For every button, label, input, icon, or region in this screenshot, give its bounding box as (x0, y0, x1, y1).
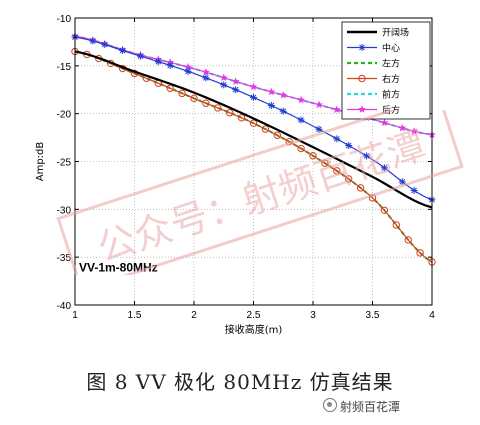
legend-label: 后方 (382, 104, 400, 116)
y-tick-label: -35 (57, 253, 72, 264)
data-point (154, 58, 162, 66)
watermark-text: 射频百花潭 (340, 400, 401, 414)
x-tick-label: 4 (429, 310, 435, 321)
data-point (178, 89, 186, 98)
chart: 1 1.5 2 2.5 3 3.5 4 -10 -15 -20 -25 -30 -35 -40 开阔场中心… (35, 14, 437, 336)
data-point (332, 105, 341, 114)
x-tick-label: 1.5 (128, 310, 142, 321)
data-point (184, 67, 192, 75)
data-point (249, 82, 258, 91)
x-tick-label: 3 (310, 310, 316, 321)
legend-label: 中心 (382, 42, 400, 54)
data-point (101, 41, 109, 49)
data-point (279, 90, 288, 99)
legend-label: 前方 (382, 89, 400, 101)
x-tick-label: 2.5 (247, 310, 261, 321)
data-point (380, 118, 389, 127)
data-point (166, 61, 174, 69)
x-axis-label: 接收高度(m) (225, 323, 283, 336)
data-point (279, 107, 287, 115)
data-point (398, 178, 406, 186)
annotation-label: VV-1m-80MHz (79, 261, 158, 275)
x-tick-label: 1 (72, 310, 78, 321)
watermark-logo-icon (323, 398, 337, 412)
legend-marker (358, 74, 366, 83)
data-point (267, 102, 275, 110)
data-point (345, 141, 353, 149)
data-point (296, 95, 306, 104)
data-point (314, 100, 324, 109)
data-point (119, 47, 127, 55)
data-point (231, 77, 240, 85)
figure-caption: 图 8 VV 极化 80MHz 仿真结果 (86, 370, 394, 394)
data-point (219, 73, 228, 82)
data-point (201, 67, 211, 76)
data-point (202, 74, 210, 82)
data-point (166, 84, 174, 92)
data-point (410, 126, 419, 135)
data-point (202, 99, 210, 107)
legend-label: 开阔场 (382, 27, 409, 39)
y-axis-label: Amp:dB (35, 142, 46, 182)
data-point (232, 86, 240, 94)
legend-marker (358, 44, 366, 51)
legend-label: 左方 (382, 58, 400, 70)
data-point (297, 116, 305, 124)
data-point (333, 135, 341, 143)
data-point (220, 81, 228, 89)
y-tick-label: -25 (57, 158, 72, 169)
data-point (250, 93, 257, 101)
data-point (398, 123, 407, 132)
data-point (267, 87, 276, 96)
x-tick-label: 3.5 (366, 310, 380, 321)
y-tick-label: -10 (57, 14, 72, 25)
data-point (89, 37, 97, 45)
data-point (363, 152, 371, 160)
data-point (190, 94, 198, 103)
y-tick-label: -40 (57, 301, 72, 312)
data-point (136, 52, 144, 60)
data-point (410, 186, 418, 194)
x-tick-label: 2 (191, 310, 197, 321)
data-point (380, 164, 388, 172)
legend-box (341, 21, 431, 120)
y-tick-label: -30 (57, 205, 72, 216)
y-tick-label: -15 (57, 62, 72, 73)
legend-label: 右方 (382, 73, 400, 85)
y-tick-label: -20 (57, 110, 72, 121)
data-point (315, 125, 323, 133)
